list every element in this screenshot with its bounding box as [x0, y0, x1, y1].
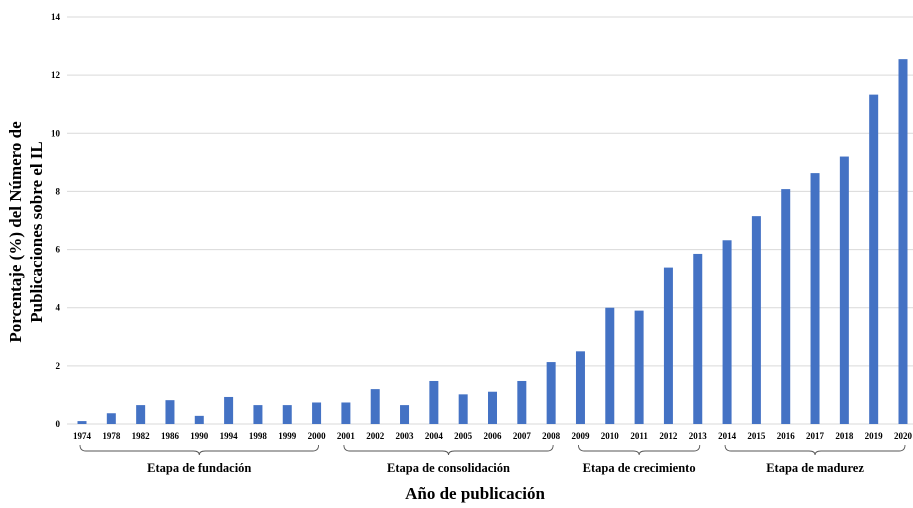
- x-axis-ticks: 1974 1978 1982 1986 1990 1994 1998 1999 2000 2001…: [73, 431, 913, 441]
- x-tick-label: 1999: [278, 431, 297, 441]
- bar-2008: [546, 362, 556, 424]
- x-tick-label: 1982: [132, 431, 151, 441]
- stage-bracket: [724, 444, 906, 456]
- bar-2019: [869, 94, 879, 424]
- y-axis-title-line1: Porcentaje (%) del Número de: [6, 121, 25, 343]
- x-tick-label: 1974: [73, 431, 92, 441]
- bar-2004: [429, 380, 439, 424]
- x-tick-label: 2017: [806, 431, 825, 441]
- bar-2005: [458, 394, 468, 424]
- x-tick-label: 2015: [747, 431, 766, 441]
- stage-label: Etapa de madurez: [766, 461, 864, 475]
- x-tick-label: 2003: [396, 431, 415, 441]
- bar-2000: [312, 402, 322, 424]
- bar-2016: [781, 189, 791, 424]
- x-tick-label: 2010: [601, 431, 620, 441]
- bar-2009: [575, 351, 585, 424]
- bar-1990: [194, 415, 204, 424]
- x-axis-title: Año de publicación: [405, 484, 545, 503]
- stage-bracket: [578, 444, 701, 456]
- y-tick-label: 4: [56, 303, 61, 313]
- x-tick-label: 2006: [484, 431, 503, 441]
- stage-brackets: Etapa de fundación Etapa de consolidación…: [79, 444, 906, 475]
- y-tick-label: 0: [56, 419, 61, 429]
- y-tick-label: 8: [56, 186, 61, 196]
- x-tick-label: 1978: [102, 431, 121, 441]
- x-tick-label: 2011: [630, 431, 648, 441]
- x-tick-label: 2008: [542, 431, 561, 441]
- x-tick-label: 2009: [571, 431, 590, 441]
- y-tick-label: 2: [56, 361, 61, 371]
- y-tick-label: 14: [51, 12, 61, 22]
- x-tick-label: 2007: [513, 431, 532, 441]
- x-tick-label: 1986: [161, 431, 180, 441]
- stage-bracket: [79, 444, 320, 456]
- y-axis-ticks: 0 2 4 6 8 10 12 14: [51, 12, 61, 429]
- x-tick-label: 2016: [777, 431, 796, 441]
- bar-1986: [165, 400, 175, 424]
- bar-2006: [488, 391, 497, 424]
- bar-2014: [722, 240, 732, 424]
- x-tick-label: 1994: [220, 431, 239, 441]
- y-tick-label: 12: [51, 70, 61, 80]
- bar-2018: [839, 156, 849, 425]
- bar-2011: [634, 310, 644, 424]
- bar-1982: [136, 405, 146, 424]
- x-tick-label: 2005: [454, 431, 473, 441]
- bar-2020: [898, 59, 908, 425]
- x-tick-label: 2014: [718, 431, 737, 441]
- x-tick-label: 2002: [366, 431, 385, 441]
- bar-2013: [693, 253, 703, 424]
- x-tick-label: 1998: [249, 431, 268, 441]
- bars: [77, 59, 908, 425]
- y-axis-title-line2: Publicaciones sobre el IL: [27, 141, 46, 323]
- stage-label: Etapa de consolidación: [387, 461, 510, 475]
- bar-2002: [370, 389, 380, 424]
- x-tick-label: 2000: [308, 431, 327, 441]
- y-tick-label: 10: [51, 128, 61, 138]
- x-tick-label: 2012: [659, 431, 678, 441]
- bar-2015: [751, 216, 761, 424]
- gridlines: [67, 16, 913, 425]
- stage-bracket: [343, 444, 554, 456]
- bar-2007: [517, 380, 527, 424]
- bar-2003: [400, 405, 410, 424]
- bar-1974: [77, 421, 87, 424]
- x-tick-label: 2018: [835, 431, 854, 441]
- x-tick-label: 2013: [689, 431, 708, 441]
- bar-1999: [282, 405, 292, 424]
- stage-label: Etapa de crecimiento: [583, 461, 696, 475]
- bar-2017: [810, 173, 820, 424]
- x-tick-label: 1990: [190, 431, 209, 441]
- bar-2012: [663, 267, 673, 424]
- bar-1994: [224, 396, 234, 424]
- bar-1998: [253, 405, 263, 424]
- stage-label: Etapa de fundación: [147, 461, 251, 475]
- x-tick-label: 2019: [865, 431, 884, 441]
- y-tick-label: 6: [56, 245, 61, 255]
- x-tick-label: 2001: [337, 431, 356, 441]
- bar-2010: [605, 307, 615, 424]
- bar-1978: [106, 413, 116, 424]
- x-tick-label: 2004: [425, 431, 444, 441]
- x-tick-label: 2020: [894, 431, 913, 441]
- bar-2001: [341, 402, 351, 424]
